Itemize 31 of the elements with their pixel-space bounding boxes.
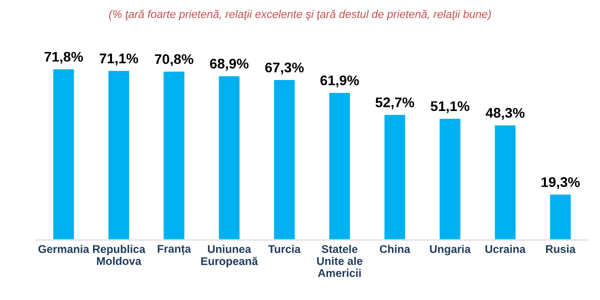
x-tick-label: Franța [158,244,192,256]
bar [272,78,296,240]
x-tick-label: Ucraina [485,244,526,254]
data-label: 67,3% [265,62,304,74]
data-label: 61,9% [320,75,359,88]
x-tick-label: Germania [38,244,90,254]
x-tick-label: Republica Moldova [92,244,146,265]
x-tick-label: Ungaria [430,244,471,256]
data-label: 52,7% [376,97,414,110]
x-tick-label: Turcia [268,244,301,254]
data-label: 48,3% [486,108,525,120]
bar [548,193,572,240]
bar [438,117,462,240]
data-label: 51,1% [430,101,470,114]
data-label: 71,1% [100,54,138,66]
bar [162,70,186,240]
x-tick-label: Uniunea Europeană [201,244,258,268]
data-label: 68,9% [210,58,249,71]
bar [328,92,352,240]
x-tick-label: Statele Unite ale Americii [317,244,362,277]
x-tick-label: Rusia [546,244,576,254]
bar [217,74,241,240]
bar [493,124,517,240]
x-tick-label: China [380,244,410,254]
bar [52,68,76,240]
bar [383,113,407,240]
data-label: 71,8% [44,52,83,64]
data-label: 70,8% [154,54,194,66]
bar [107,70,131,240]
chart-subtitle: (% ţară foarte prietenă, relaţii excelente şi ţară destul de prietenă, relaţii bune) [109,10,491,20]
data-label: 19,3% [542,177,580,190]
